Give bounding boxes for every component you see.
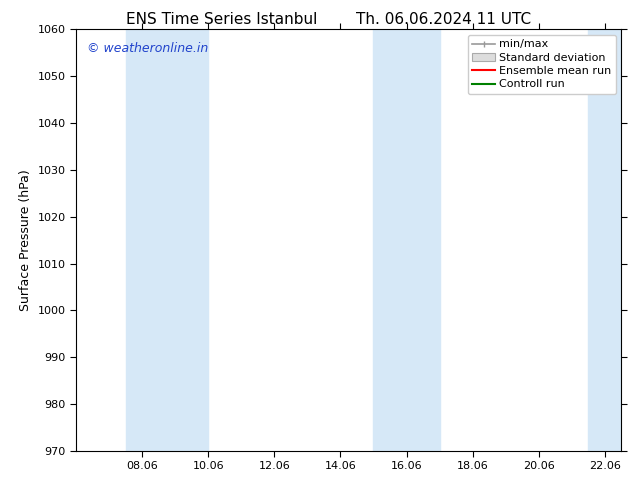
Y-axis label: Surface Pressure (hPa): Surface Pressure (hPa) <box>19 169 32 311</box>
Text: © weatheronline.in: © weatheronline.in <box>87 42 208 55</box>
Bar <box>588 29 621 451</box>
Text: Th. 06.06.2024 11 UTC: Th. 06.06.2024 11 UTC <box>356 12 531 27</box>
Legend: min/max, Standard deviation, Ensemble mean run, Controll run: min/max, Standard deviation, Ensemble me… <box>468 35 616 94</box>
Text: ENS Time Series Istanbul: ENS Time Series Istanbul <box>126 12 318 27</box>
Bar <box>126 29 208 451</box>
Bar <box>373 29 439 451</box>
